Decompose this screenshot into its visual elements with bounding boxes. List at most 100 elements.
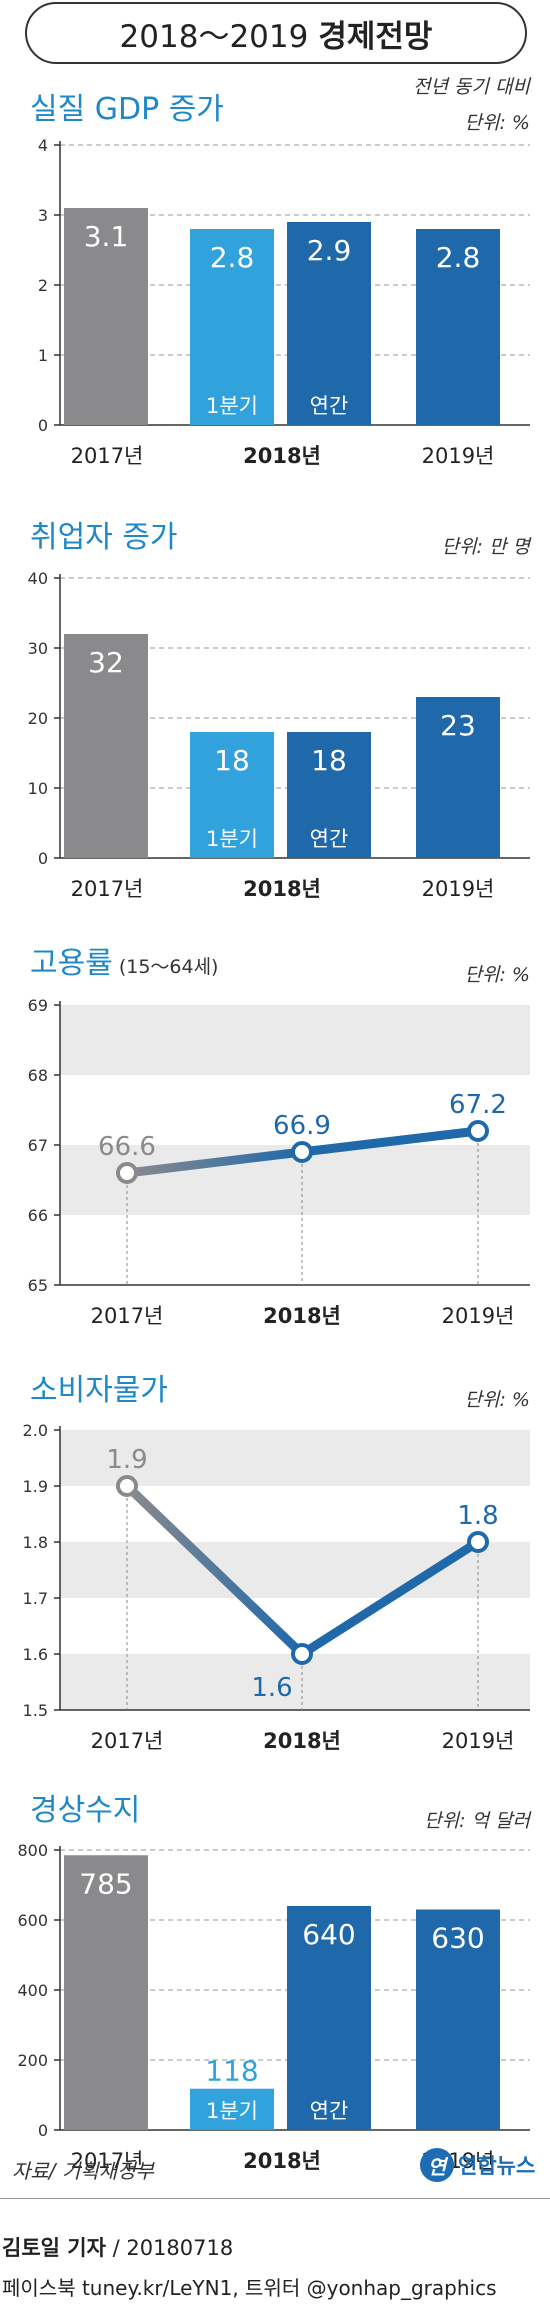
gdp-bar-chart: 0 1 2 3 4 3.1 2.8 1분기 2.9 연간 2.8 2017년 2018년 2019년 [38, 136, 530, 468]
bar [64, 634, 148, 858]
bar [287, 1906, 371, 2130]
y-tick-label: 400 [17, 1981, 48, 2000]
data-point [291, 1643, 313, 1665]
bar-value-label: 630 [431, 1922, 484, 1955]
reporter-name: 김토일 기자 [2, 2236, 106, 2260]
bar-value-label: 2.9 [307, 234, 352, 267]
bar-value-label: 18 [214, 744, 250, 777]
bar [190, 732, 274, 858]
y-tick-label: 1.6 [23, 1645, 48, 1664]
y-tick-label: 0 [38, 2121, 48, 2140]
data-point [467, 1120, 489, 1142]
employment-unit: 단위: 만 명 [441, 536, 530, 558]
employment-rate-line-chart: 65 66 67 68 69 66.6 66.9 67.2 2017년 2018년 2019년 [28, 996, 530, 1328]
bar-value-label: 3.1 [84, 220, 129, 253]
gdp-unit: 단위: % [464, 112, 530, 134]
credit-line: 김토일 기자 / 20180718 [2, 2232, 233, 2262]
cpi-line-chart: 1.5 1.6 1.7 1.8 1.9 2.0 1.9 1.6 1.8 2017년 2018년 201… [23, 1421, 530, 1753]
x-tick-label: 2019년 [442, 1729, 515, 1753]
employment-rate-title-wrap: 고용률 (15～64세) [30, 938, 218, 982]
yonhap-logo-text: 연합뉴스 [458, 2154, 536, 2178]
x-tick-label: 2018년 [243, 877, 321, 901]
bar-value-label: 2.8 [436, 241, 481, 274]
y-tick-label: 0 [38, 416, 48, 435]
y-tick-label: 67 [28, 1136, 48, 1155]
source-note: 자료/ 기획재정부 [12, 2159, 154, 2183]
y-tick-label: 4 [38, 136, 48, 155]
x-tick-label: 2017년 [91, 1304, 164, 1328]
bar [287, 732, 371, 858]
data-label: 66.9 [273, 1111, 331, 1141]
x-tick-label: 2019년 [442, 1304, 515, 1328]
bar-sublabel: 1분기 [206, 827, 258, 851]
bar-value-label: 18 [311, 744, 347, 777]
y-tick-label: 1.7 [23, 1589, 48, 1608]
gdp-title: 실질 GDP 증가 [30, 92, 224, 127]
title-bold: 경제전망 [318, 18, 433, 55]
title-light: 2018～2019 [119, 18, 309, 55]
employment-rate-title: 고용률 [30, 946, 113, 981]
y-tick-label: 30 [28, 639, 48, 658]
page-title: 2018～2019 경제전망 [25, 2, 527, 64]
y-tick-label: 800 [17, 1841, 48, 1860]
data-label: 66.6 [98, 1132, 156, 1162]
data-point [116, 1162, 138, 1184]
bar-value-label: 785 [79, 1867, 132, 1900]
data-label: 1.9 [106, 1445, 147, 1475]
y-tick-label: 3 [38, 206, 48, 225]
y-tick-label: 69 [28, 996, 48, 1015]
bar-sublabel: 연간 [310, 394, 349, 418]
series-line [122, 1147, 307, 1178]
yonhap-logo: 연 연합뉴스 [420, 2146, 545, 2184]
employment-bar-chart: 0 10 20 30 40 32 18 1분기 18 연간 23 2017년 2018년 2019년 [28, 569, 530, 901]
data-point [467, 1531, 489, 1553]
y-tick-label: 40 [28, 569, 48, 588]
x-tick-label: 2019년 [422, 877, 495, 901]
gdp-unit-basis: 전년 동기 대비 [413, 76, 530, 98]
current-account-title: 경상수지 [30, 1793, 141, 1828]
bar-sublabel: 1분기 [206, 2099, 258, 2123]
data-label: 67.2 [449, 1090, 507, 1120]
y-tick-label: 1.5 [23, 1701, 48, 1720]
grid-band [60, 1542, 530, 1598]
bar-sublabel: 1분기 [206, 394, 258, 418]
y-tick-label: 1.8 [23, 1533, 48, 1552]
grid-band [60, 1430, 530, 1486]
bar-sublabel: 연간 [310, 2099, 349, 2123]
grid-band [60, 1005, 530, 1075]
y-tick-label: 20 [28, 709, 48, 728]
y-tick-label: 0 [38, 849, 48, 868]
y-tick-label: 200 [17, 2051, 48, 2070]
y-tick-label: 2 [38, 276, 48, 295]
bar-value-label: 23 [440, 709, 476, 742]
y-tick-label: 68 [28, 1066, 48, 1085]
x-tick-label: 2018년 [263, 1729, 341, 1753]
bar [416, 229, 500, 425]
series-line [297, 1126, 483, 1157]
cpi-title: 소비자물가 [30, 1373, 168, 1408]
series-line [122, 1481, 307, 1659]
y-tick-label: 2.0 [23, 1421, 48, 1440]
x-tick-label: 2018년 [243, 444, 321, 468]
grid-band [60, 1654, 530, 1710]
y-tick-label: 10 [28, 779, 48, 798]
data-label: 1.8 [457, 1501, 498, 1531]
bar [416, 697, 500, 858]
bar-value-label: 32 [88, 646, 124, 679]
publish-date: / 20180718 [105, 2236, 234, 2260]
bar [64, 208, 148, 425]
bar-value-label: 118 [205, 2055, 258, 2088]
x-tick-label: 2017년 [91, 1729, 164, 1753]
bar-sublabel: 연간 [310, 827, 349, 851]
current-account-unit: 단위: 억 달러 [424, 1810, 530, 1832]
footer-divider [0, 2198, 550, 2199]
social-links: 페이스북 tuney.kr/LeYN1, 트위터 @yonhap_graphic… [2, 2276, 497, 2300]
x-tick-label: 2017년 [71, 444, 144, 468]
x-tick-label: 2017년 [71, 2149, 144, 2173]
y-tick-label: 1.9 [23, 1477, 48, 1496]
bar [287, 222, 371, 425]
x-tick-label: 2018년 [243, 2149, 321, 2173]
y-tick-label: 66 [28, 1206, 48, 1225]
data-point [291, 1141, 313, 1163]
